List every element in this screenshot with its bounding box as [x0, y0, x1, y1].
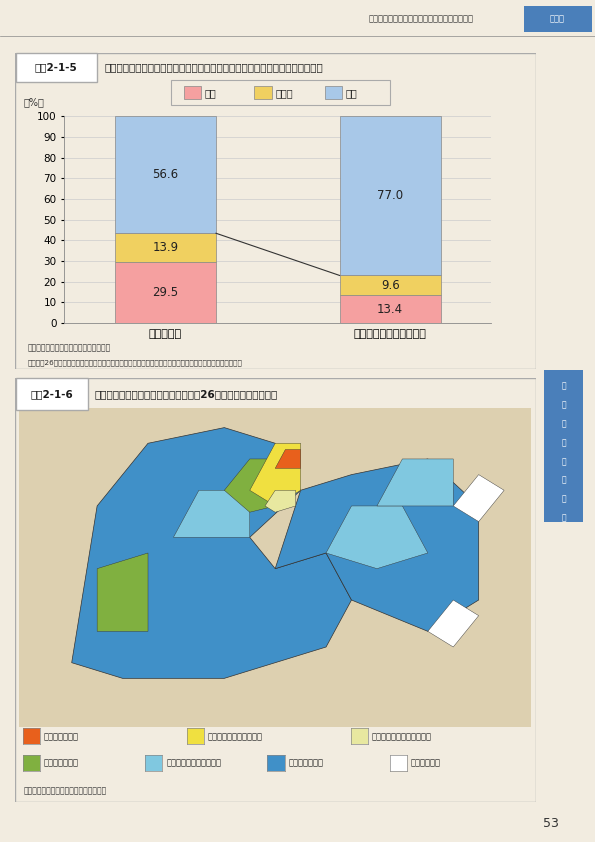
Bar	[184, 86, 201, 99]
Polygon shape	[453, 475, 504, 522]
Text: 第２章: 第２章	[550, 14, 565, 24]
Text: 重: 重	[562, 495, 566, 504]
Polygon shape	[250, 443, 300, 506]
Polygon shape	[97, 553, 148, 632]
Text: 資料：国土交通省「地価公示」より作成: 資料：国土交通省「地価公示」より作成	[24, 786, 107, 796]
Text: 横ばい又は１％未満の上昇: 横ばい又は１％未満の上昇	[372, 732, 432, 741]
Text: 上昇: 上昇	[205, 88, 217, 98]
Polygon shape	[265, 490, 296, 512]
Text: 調査地点なし: 調査地点なし	[411, 759, 441, 768]
Polygon shape	[275, 450, 300, 468]
Text: 図表2-1-6: 図表2-1-6	[30, 389, 73, 399]
Polygon shape	[275, 459, 479, 632]
Text: す: す	[562, 457, 566, 466]
Text: る: る	[562, 476, 566, 485]
Text: 53: 53	[543, 817, 559, 829]
Bar	[325, 86, 342, 99]
Text: 関: 関	[562, 438, 566, 447]
Bar	[115, 233, 216, 262]
Text: ３％以上の下落: ３％以上の下落	[289, 759, 324, 768]
Bar	[171, 80, 390, 105]
Bar	[340, 275, 441, 296]
Polygon shape	[72, 428, 352, 679]
Bar	[115, 262, 216, 323]
Bar	[16, 53, 96, 82]
Text: 56.6: 56.6	[152, 168, 178, 181]
Bar	[19, 408, 531, 727]
Text: ３％以上の上昇: ３％以上の上昇	[44, 732, 79, 741]
Text: 29.5: 29.5	[152, 286, 178, 299]
Text: 脱デフレから始動しつつある不動産市場の変化: 脱デフレから始動しつつある不動産市場の変化	[369, 14, 474, 24]
Polygon shape	[326, 506, 428, 568]
Text: 要: 要	[562, 514, 566, 523]
Bar	[340, 296, 441, 323]
Text: １％未満の下落: １％未満の下落	[44, 759, 79, 768]
Polygon shape	[377, 459, 453, 506]
Text: 注：平成26年地価公示の結果より、地方圏の地域別に上昇、横ばい、下落した地点数の割合を示したもの。: 注：平成26年地価公示の結果より、地方圏の地域別に上昇、横ばい、下落した地点数の…	[28, 360, 243, 365]
Bar	[115, 116, 216, 233]
Text: 地方圏の地域別の地価動向（商業地）（上昇、横ばい、下落の地点数の推移）: 地方圏の地域別の地価動向（商業地）（上昇、横ばい、下落の地点数の推移）	[105, 62, 324, 72]
Polygon shape	[224, 459, 275, 512]
Text: １％以上３％未満の上昇: １％以上３％未満の上昇	[208, 732, 263, 741]
Bar	[524, 6, 592, 32]
Text: １％以上３％未満の下落: １％以上３％未満の下落	[166, 759, 221, 768]
Text: に: に	[562, 419, 566, 428]
Text: 九州北部の市区町村別地価動向（平成26年地価公示、商業地）: 九州北部の市区町村別地価動向（平成26年地価公示、商業地）	[95, 389, 278, 399]
Polygon shape	[428, 600, 479, 647]
Text: 横ばい: 横ばい	[275, 88, 293, 98]
Text: 下落: 下落	[346, 88, 357, 98]
Text: 77.0: 77.0	[377, 189, 403, 202]
Text: 土: 土	[562, 381, 566, 390]
Text: 13.4: 13.4	[377, 302, 403, 316]
Text: 13.9: 13.9	[152, 241, 178, 254]
Polygon shape	[174, 490, 250, 537]
Text: （%）: （%）	[24, 97, 45, 107]
Bar	[340, 116, 441, 275]
Bar	[255, 86, 271, 99]
Text: 9.6: 9.6	[381, 279, 399, 292]
Bar	[16, 378, 88, 410]
Text: 図表2-1-5: 図表2-1-5	[35, 62, 77, 72]
Text: 資料：国土交通省「地価公示」より作成: 資料：国土交通省「地価公示」より作成	[28, 344, 111, 353]
Text: 地: 地	[562, 400, 566, 409]
